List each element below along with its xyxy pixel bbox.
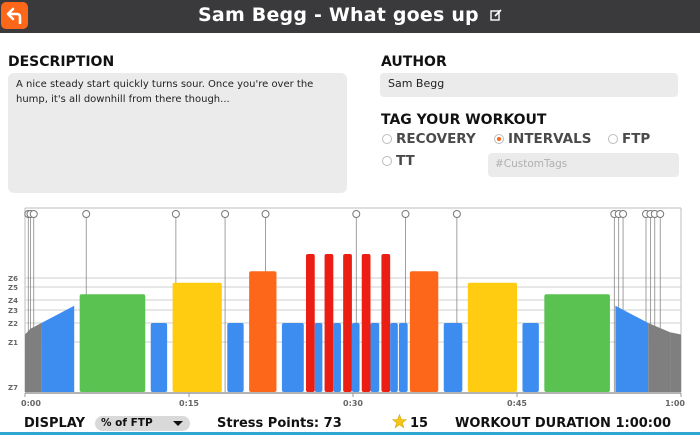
workout-duration: WORKOUT DURATION 1:00:00 (455, 416, 672, 431)
workout-block (522, 323, 539, 392)
event-marker-icon (171, 210, 180, 218)
radio-icon (382, 156, 392, 166)
tag-option-ftp[interactable]: FTP (608, 131, 650, 147)
edit-icon[interactable] (490, 6, 502, 25)
zone-label: Z1 (8, 339, 18, 347)
author-value: Sam Begg (388, 77, 445, 90)
display-select[interactable]: % of FTP (95, 416, 190, 431)
tag-workout-label: TAG YOUR WORKOUT (381, 112, 547, 128)
workout-block (443, 323, 463, 392)
workout-block (333, 323, 341, 392)
workout-block (281, 323, 304, 392)
event-marker-icon (401, 210, 410, 218)
chevron-down-icon (173, 421, 183, 426)
event-marker-icon (29, 210, 38, 218)
workout-block (79, 294, 146, 392)
workout-block (409, 271, 439, 392)
zone-label: Z5 (8, 284, 18, 292)
star-count: 15 (410, 416, 429, 431)
workout-block (370, 323, 380, 392)
x-tick-label: 0:30 (343, 399, 363, 408)
author-label: AUTHOR (381, 54, 447, 70)
display-select-value: % of FTP (101, 417, 153, 429)
zone-label: Z4 (8, 297, 18, 305)
description-text: A nice steady start quickly turns sour. … (16, 79, 314, 105)
workout-block (390, 323, 398, 392)
workout-block (467, 282, 517, 392)
tag-option-recovery[interactable]: RECOVERY (382, 131, 476, 147)
workout-block (249, 271, 277, 392)
radio-selected-icon (494, 134, 504, 144)
x-tick-label: 0:45 (507, 399, 527, 408)
workout-ramp (648, 323, 671, 392)
star-icon (392, 414, 407, 429)
workout-block (398, 323, 408, 392)
custom-tags-input[interactable]: #CustomTags (488, 153, 679, 177)
title-bar: Sam Begg - What goes up (0, 0, 700, 33)
zone-label: Z3 (8, 307, 18, 315)
workout-ramp (670, 332, 681, 392)
workout-block (324, 254, 334, 392)
zone-label: Z6 (8, 275, 18, 283)
tag-option-label: TT (396, 153, 415, 169)
tag-option-label: FTP (622, 131, 651, 147)
description-label: DESCRIPTION (8, 54, 115, 70)
radio-icon (382, 134, 392, 144)
zone-label: Z2 (8, 320, 18, 328)
workout-block (351, 323, 360, 392)
workout-block (343, 254, 352, 392)
workout-title: Sam Begg - What goes up (198, 4, 479, 26)
workout-block (361, 254, 371, 392)
workout-block (305, 254, 315, 392)
custom-tags-placeholder: #CustomTags (495, 158, 568, 170)
workout-block (544, 294, 610, 392)
tag-option-tt[interactable]: TT (382, 153, 415, 169)
event-marker-icon (656, 210, 665, 218)
bottom-strip (0, 432, 700, 435)
workout-ramp (25, 328, 31, 392)
description-textarea[interactable]: A nice steady start quickly turns sour. … (8, 73, 347, 193)
event-marker-icon (221, 210, 230, 218)
radio-icon (608, 134, 618, 144)
workout-block (172, 282, 222, 392)
zone-label: Z7 (8, 384, 18, 392)
tag-option-label: RECOVERY (396, 131, 476, 147)
workout-ramp (41, 305, 75, 392)
display-label: DISPLAY (24, 416, 86, 431)
event-marker-icon (452, 210, 461, 218)
author-field[interactable]: Sam Begg (380, 73, 678, 97)
event-marker-icon (82, 210, 91, 218)
workout-block (150, 323, 168, 392)
event-marker-icon (619, 210, 628, 218)
workout-block (227, 323, 244, 392)
workout-ramp (30, 323, 42, 392)
stress-points: Stress Points: 73 (217, 416, 342, 431)
x-tick-label: 1:00 (665, 399, 685, 408)
event-marker-icon (261, 210, 270, 218)
back-arrow-icon (6, 7, 22, 24)
event-marker-icon (352, 210, 361, 218)
tag-option-intervals[interactable]: INTERVALS (494, 131, 591, 147)
workout-block (381, 254, 391, 392)
tag-option-label: INTERVALS (508, 131, 592, 147)
x-tick-label: 0:00 (21, 399, 41, 408)
workout-ramp (615, 305, 649, 392)
back-button[interactable] (1, 2, 28, 29)
workout-block (314, 323, 323, 392)
x-tick-label: 0:15 (179, 399, 199, 408)
